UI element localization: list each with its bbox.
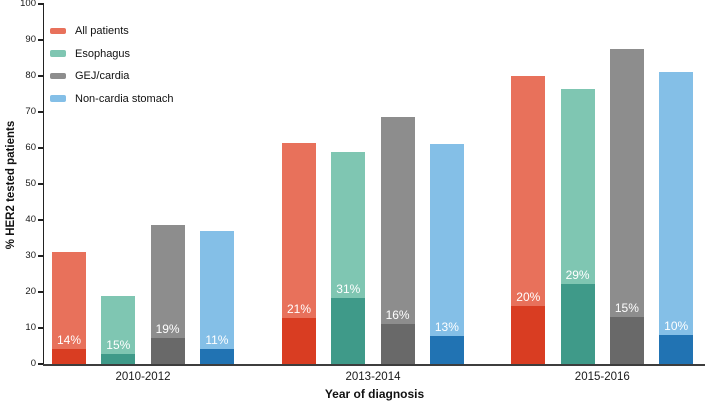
y-axis-tick [38,255,43,257]
bar-esophagus-2013-2014: 31% [331,151,366,364]
y-axis-tick [38,39,43,41]
bar-esophagus-2010-2012: 15% [101,295,136,364]
y-axis-line [42,3,45,365]
bar-positive-segment [150,337,185,364]
bar-positive-segment [511,306,546,364]
legend-item-esophagus: Esophagus [50,48,173,60]
bar-gej-cardia-2013-2014: 16% [380,117,415,364]
bar-positive-segment [609,316,644,364]
legend-label: Non-cardia stomach [75,92,174,105]
y-tick-label: 70 [25,106,36,117]
legend-item-non-cardia-stomach: Non-cardia stomach [50,93,173,105]
bar-non-cardia-stomach-2013-2014: 13% [429,144,464,364]
y-tick-label: 50 [25,178,36,189]
x-category-label: 2010-2012 [115,371,171,383]
bar-all-patients-2010-2012: 14% [52,252,86,364]
bar-percentage-label: 13% [434,319,459,334]
y-axis-tick [38,363,43,365]
y-axis-tick [38,147,43,149]
y-tick-label: 90 [25,34,36,45]
y-axis-tick [38,219,43,221]
y-tick-label: 60 [25,142,36,153]
bar-non-cardia-stomach-2015-2016: 10% [659,72,694,364]
bar-gej-cardia-2015-2016: 15% [609,49,644,364]
bar-percentage-label: 29% [565,268,590,283]
y-tick-label: 100 [20,0,36,9]
bar-percentage-label: 31% [336,282,361,297]
legend-item-gej-cardia: GEJ/cardia [50,70,173,82]
bar-positive-segment [429,335,464,364]
bar-percentage-label: 11% [205,333,229,348]
x-category-label: 2013-2014 [345,371,401,383]
bar-percentage-label: 10% [664,318,689,333]
y-tick-label: 0 [30,358,36,369]
y-axis-tick [38,75,43,77]
bar-all-patients-2015-2016: 20% [511,76,546,364]
bar-positive-segment [101,353,136,364]
bar-percentage-label: 19% [155,321,180,336]
bar-all-patients-2013-2014: 21% [282,142,316,364]
y-tick-label: 80 [25,70,36,81]
y-axis-tick [38,111,43,113]
bar-esophagus-2015-2016: 29% [560,88,595,364]
bar-positive-segment [380,324,415,364]
legend-swatch-icon [50,27,66,35]
y-tick-label: 10 [25,322,36,333]
legend: All patients Esophagus GEJ/cardia Non-cardi… [50,25,173,105]
bar-percentage-label: 16% [385,308,410,323]
bar-percentage-label: 21% [286,301,312,316]
legend-label: All patients [75,25,129,37]
bar-positive-segment [282,317,316,364]
y-axis-tick [38,291,43,293]
y-axis-tick [38,3,43,5]
bar-positive-segment [560,284,595,364]
legend-item-all-patients: All patients [50,25,173,37]
bar-positive-segment [52,348,86,364]
y-tick-label: 20 [25,286,36,297]
y-axis-tick [38,183,43,185]
legend-swatch-icon [50,95,66,102]
legend-label: GEJ/cardia [75,70,130,82]
bar-positive-segment [199,349,234,364]
legend-label: Esophagus [75,47,131,60]
bar-non-cardia-stomach-2010-2012: 11% [199,230,234,364]
y-axis-tick [38,327,43,329]
bar-positive-segment [331,298,366,364]
x-axis-line [42,363,705,367]
y-tick-label: 30 [25,250,36,261]
y-tick-label: 40 [25,214,36,225]
x-axis-title: Year of diagnosis [324,387,425,401]
bar-percentage-label: 15% [614,300,639,315]
plot-area: 0 10 20 30 40 50 60 70 80 90 100 14% 21% 20% 15% 31% 29%… [20,0,705,369]
bar-gej-cardia-2010-2012: 19% [150,225,185,364]
x-category-label: 2015-2016 [574,371,630,383]
bar-percentage-label: 15% [106,337,131,352]
bar-percentage-label: 14% [56,332,82,347]
legend-swatch-icon [50,72,66,80]
legend-swatch-icon [50,50,66,57]
bar-percentage-label: 20% [516,290,541,305]
bar-positive-segment [659,334,694,364]
